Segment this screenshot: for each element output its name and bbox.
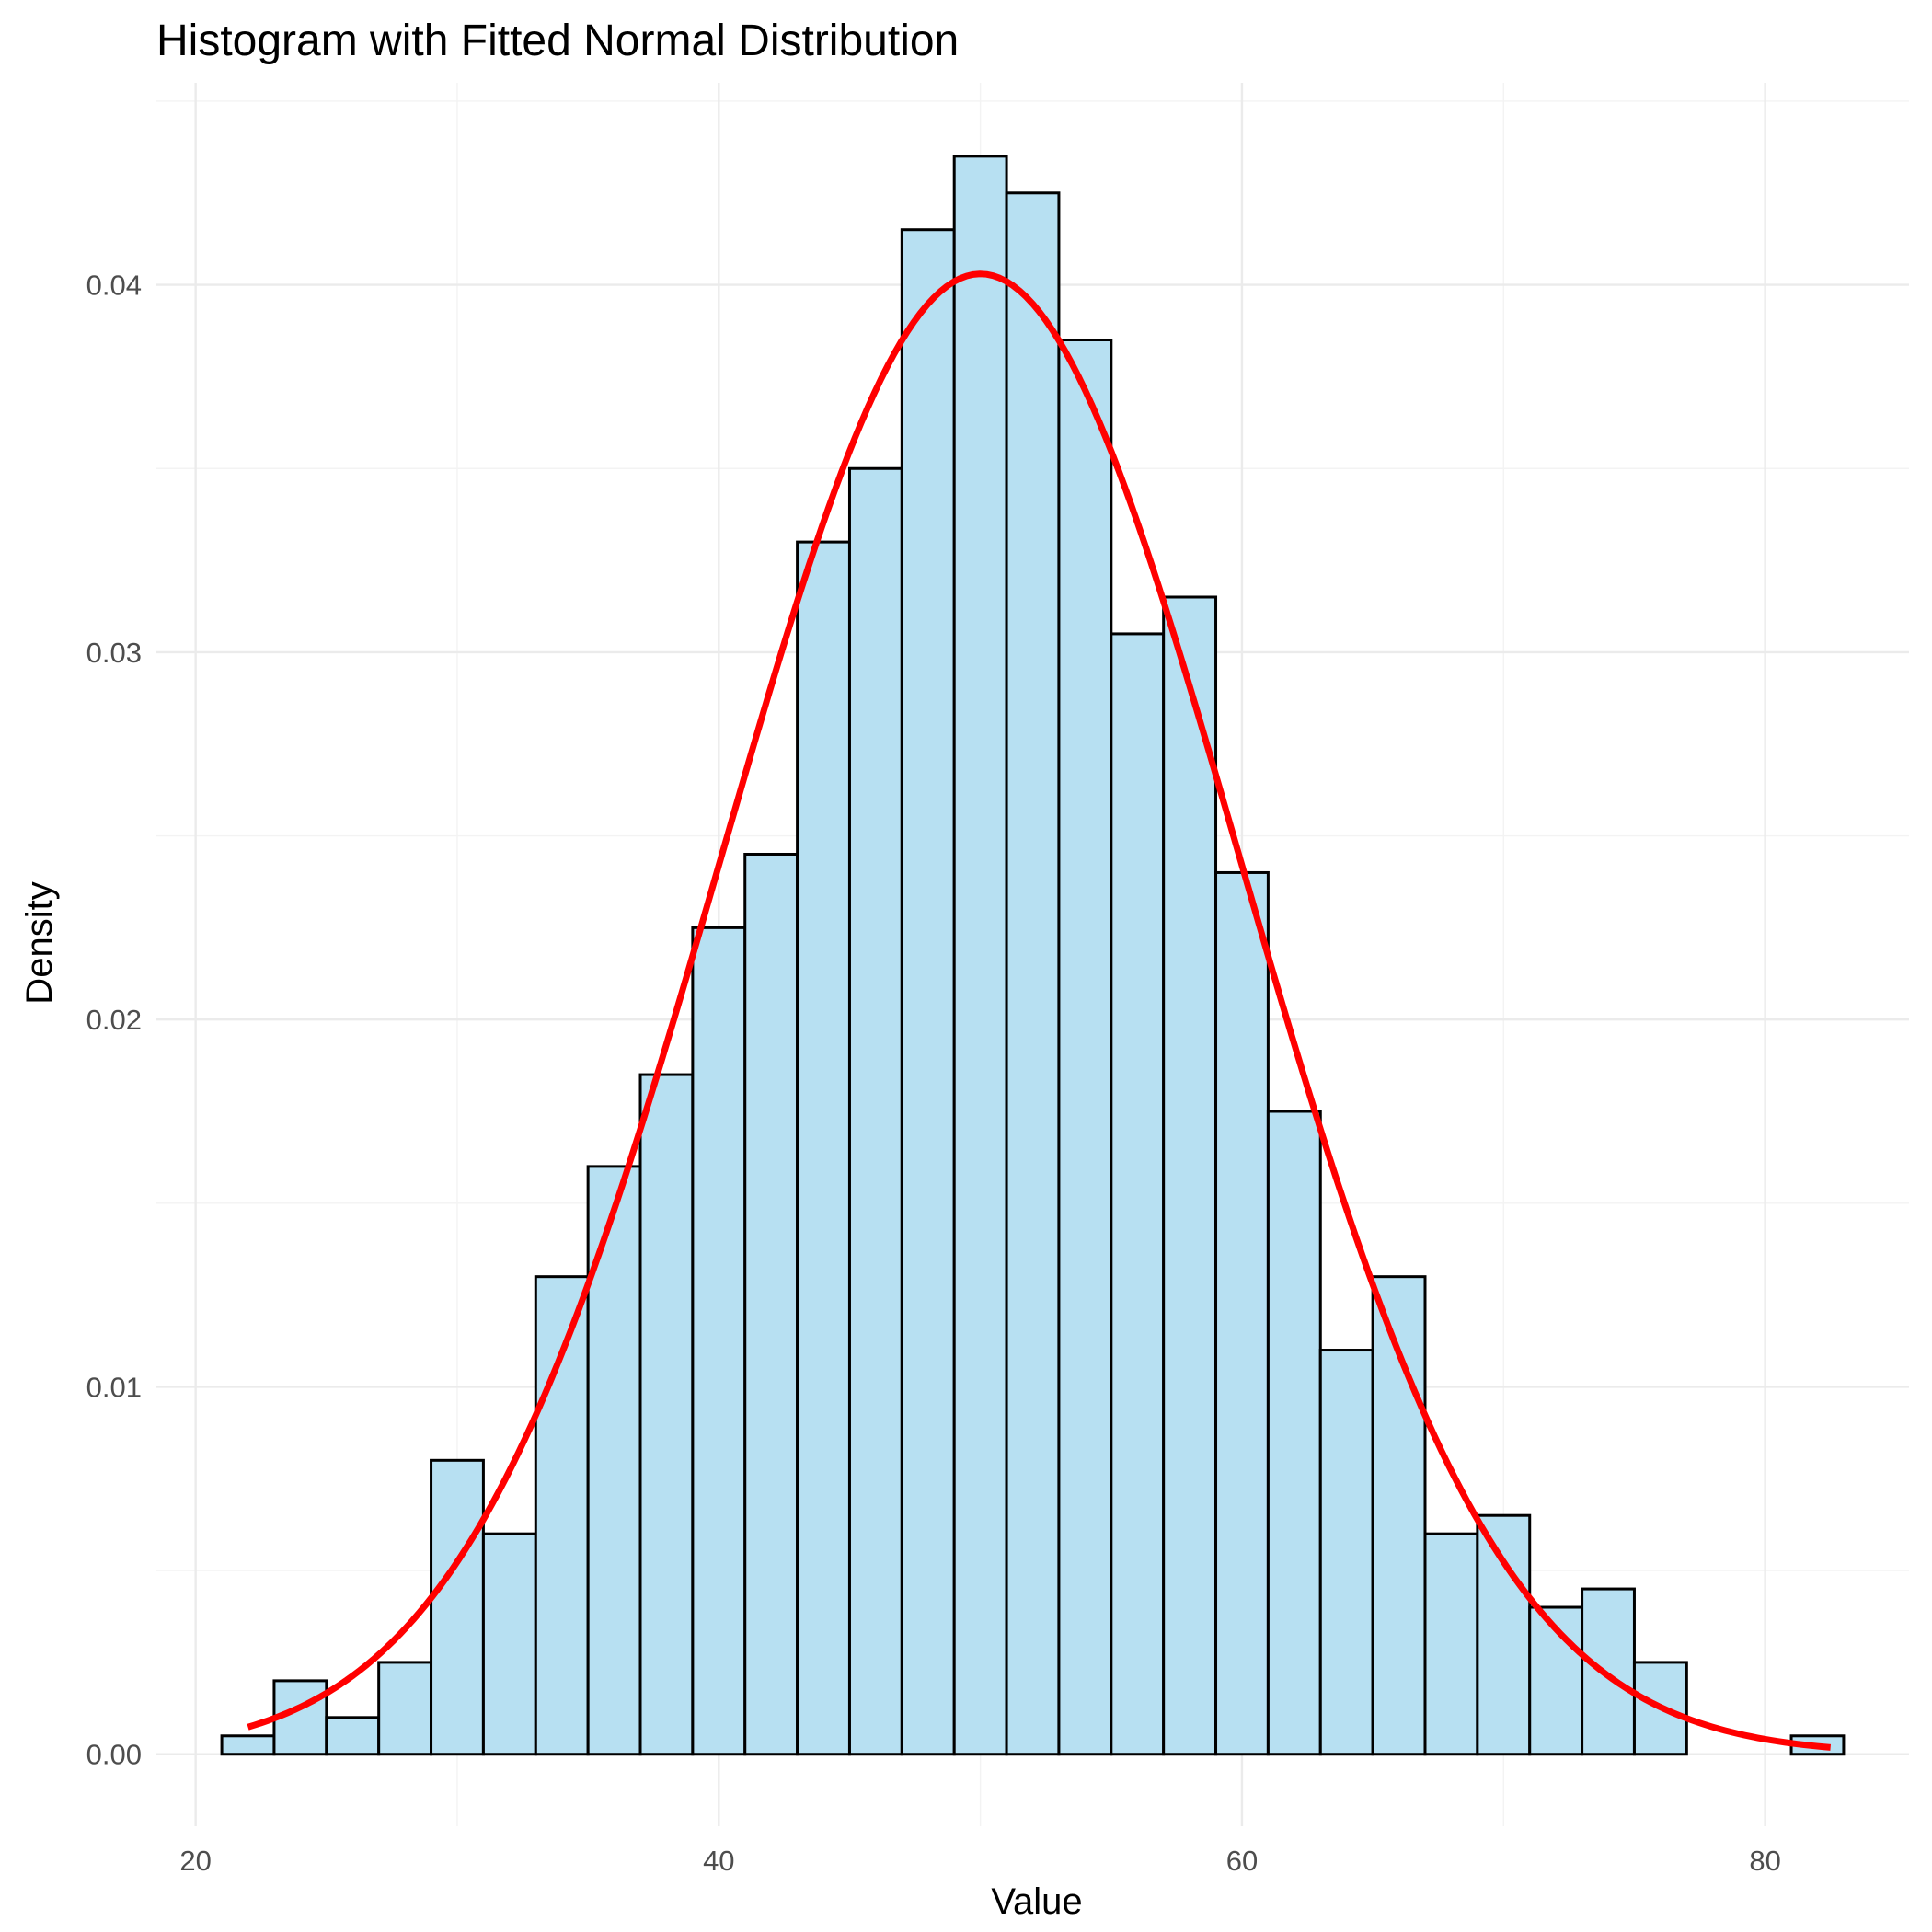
histogram-bar [1005, 191, 1061, 1756]
x-tick-labels: 20 40 60 80 [179, 1845, 1780, 1877]
histogram-bar [1162, 595, 1218, 1756]
bars-layer [220, 155, 1846, 1756]
histogram-bar [1476, 1513, 1532, 1756]
histogram-bar [1110, 632, 1166, 1756]
x-axis-title: Value [991, 1881, 1082, 1922]
histogram-bar [796, 540, 851, 1756]
x-tick-label: 40 [703, 1845, 734, 1877]
histogram-bar [900, 228, 956, 1756]
histogram-bar [847, 466, 903, 1756]
histogram-bar [325, 1716, 381, 1756]
histogram-bar [743, 852, 799, 1756]
histogram-bar [220, 1734, 276, 1756]
histogram-bar [430, 1458, 485, 1756]
histogram-bar [377, 1661, 433, 1756]
y-axis-title: Density [19, 881, 60, 1004]
histogram-bar [952, 155, 1008, 1756]
histogram-bar [1057, 338, 1113, 1756]
y-tick-label: 0.03 [86, 637, 142, 669]
x-tick-label: 80 [1749, 1845, 1780, 1877]
histogram-bar [691, 926, 747, 1756]
y-tick-label: 0.04 [86, 270, 142, 302]
y-tick-label: 0.00 [86, 1739, 142, 1771]
y-tick-label: 0.01 [86, 1371, 142, 1403]
histogram-bar [638, 1073, 695, 1756]
histogram-bar [1318, 1349, 1374, 1756]
x-tick-label: 60 [1226, 1845, 1258, 1877]
y-tick-label: 0.02 [86, 1004, 142, 1036]
histogram-bar [1581, 1587, 1636, 1756]
histogram-bar [481, 1532, 537, 1756]
x-tick-label: 20 [179, 1845, 211, 1877]
histogram-bar [1423, 1532, 1479, 1756]
chart-title: Histogram with Fitted Normal Distributio… [156, 17, 959, 65]
y-tick-labels: 0.00 0.01 0.02 0.03 0.04 [86, 270, 142, 1771]
fitted-normal-curve [247, 270, 1832, 1751]
curve-layer [247, 270, 1832, 1751]
histogram-bar [1214, 870, 1270, 1756]
histogram-bar [1266, 1110, 1322, 1756]
